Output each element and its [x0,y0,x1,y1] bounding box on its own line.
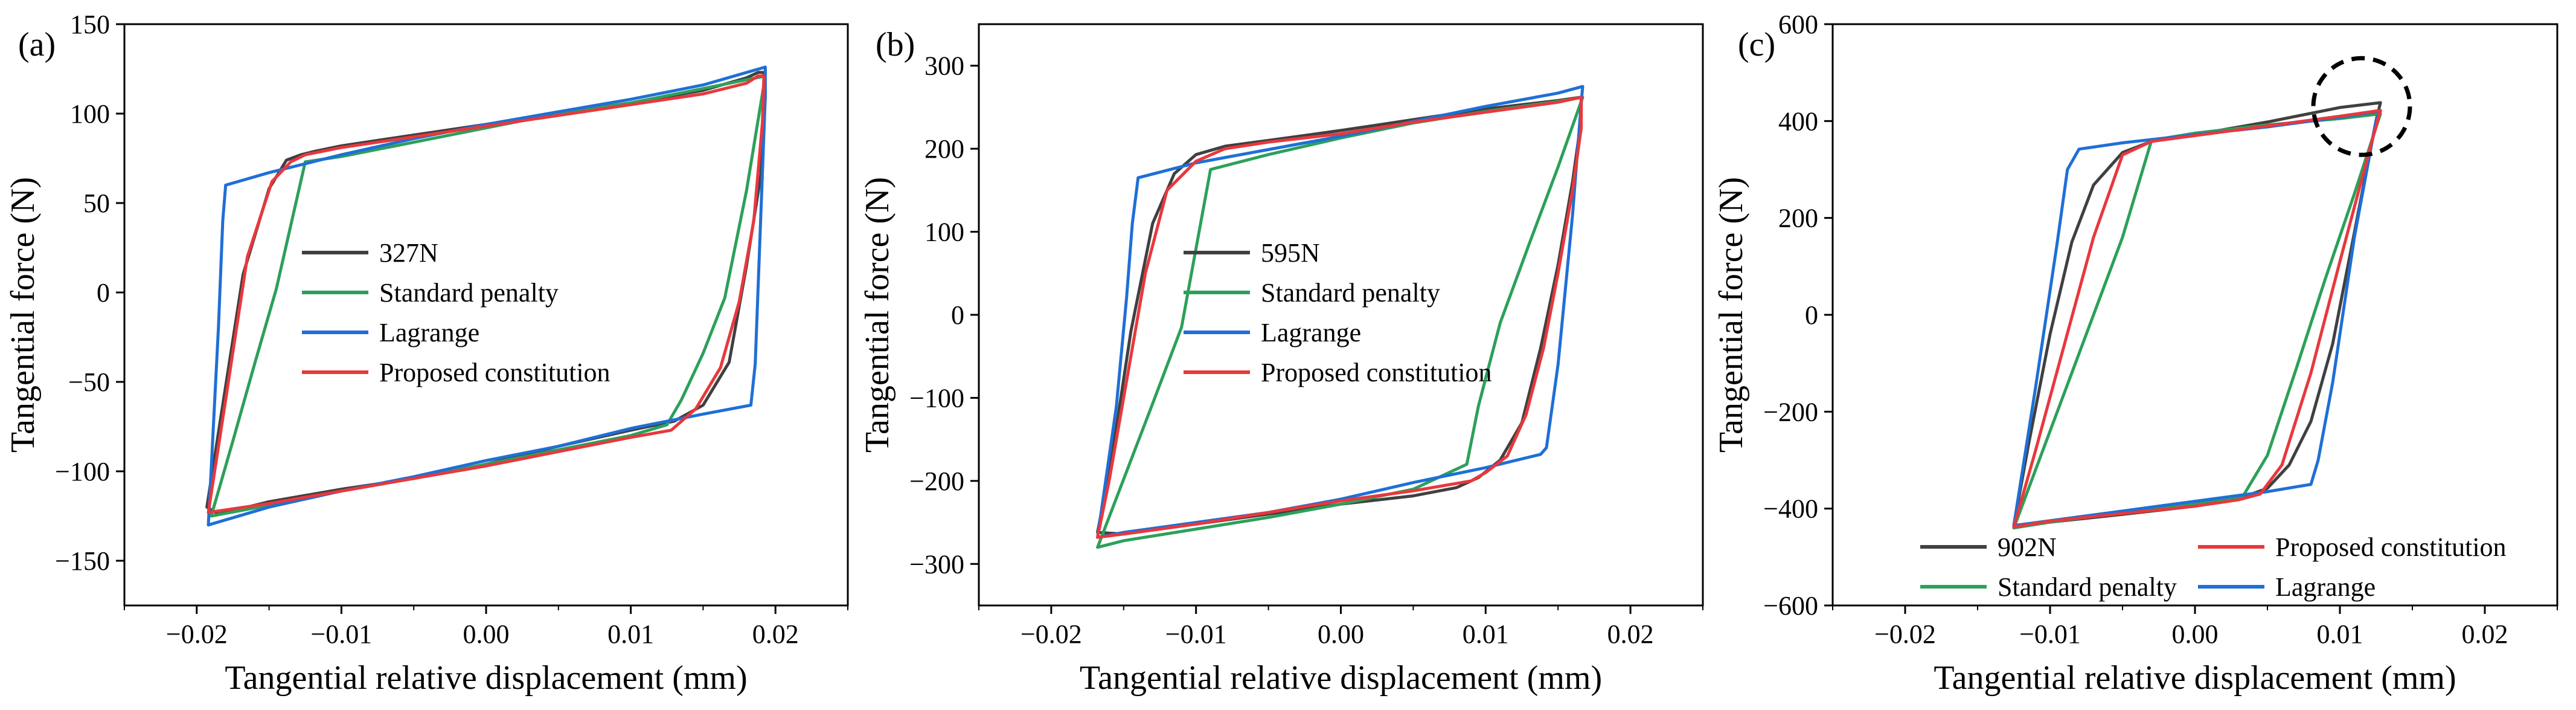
annotation-circle [2311,56,2412,157]
legend-label-standard_penalty: Standard penalty [1998,572,2177,602]
x-tick-label: 0.00 [1318,619,1364,649]
legend-label-measured: 595N [1261,238,1320,268]
y-tick-label: 0 [97,278,110,308]
legend: 902N Standard penalty Lagrange Proposed con… [1920,532,2507,602]
y-axis-label: Tangential force (N) [4,177,42,453]
x-tick-label: 0.02 [2462,619,2508,649]
y-tick-label: 100 [924,218,964,247]
series-line-proposed [2012,109,2382,529]
y-tick-label: −100 [909,383,964,413]
panel-tag: (b) [876,26,915,63]
series-line-proposed [1096,95,1583,539]
y-tick-label: 0 [951,300,964,330]
chart-panel-c: (c) −0.02 −0.01 0.00 0.01 0.02 −600 −400 −200 0 20… [1713,10,2558,697]
y-tick-label: −200 [909,466,964,496]
x-axis-label: Tangential relative displacement (mm) [1080,659,1602,697]
legend-label-standard_penalty: Standard penalty [379,278,559,308]
x-tick-label: 0.01 [2317,619,2363,649]
y-tick-label: 200 [1778,204,1818,233]
x-tick-label: −0.02 [166,619,228,649]
legend-label-proposed: Proposed constitution [1261,358,1492,387]
x-tick-label: 0.00 [463,619,510,649]
y-tick-label: 300 [924,51,964,81]
panel-tag: (a) [18,26,56,63]
plot-frame [1831,23,2558,607]
y-tick-label: 400 [1778,106,1818,136]
legend-label-lagrange: Lagrange [2275,572,2376,602]
y-tick-label: 0 [1805,300,1818,330]
y-tick-label: −200 [1763,397,1818,427]
y-axis-label: Tangential force (N) [1713,177,1750,453]
x-tick-label: −0.01 [2019,619,2081,649]
series-line-lagrange [1096,85,1584,539]
x-tick-label: 0.02 [1607,619,1654,649]
series-line-lagrange [207,65,767,527]
y-tick-label: 200 [924,134,964,164]
legend-label-standard_penalty: Standard penalty [1261,278,1440,308]
x-tick-label: 0.02 [752,619,799,649]
legend-label-lagrange: Lagrange [379,318,479,347]
y-tick-label: 100 [70,99,110,129]
legend-label-proposed: Proposed constitution [379,358,610,387]
y-tick-label: 600 [1778,10,1818,39]
legend-label-measured: 327N [379,238,438,268]
series-line-proposed [207,74,766,514]
plot-frame [978,23,1704,607]
chart-panel-a: (a) −0.02 −0.01 0.00 0.01 0.02 −150 −100 −50 0 50 1… [4,10,849,697]
legend-label-proposed: Proposed constitution [2275,532,2507,562]
legend: 595N Standard penalty Lagrange Proposed con… [1184,238,1492,387]
y-tick-label: −150 [55,546,110,576]
y-tick-label: 50 [83,189,110,218]
x-tick-label: −0.01 [1165,619,1227,649]
x-axis-label: Tangential relative displacement (mm) [225,659,747,697]
legend-label-lagrange: Lagrange [1261,318,1361,347]
y-tick-label: −300 [909,549,964,579]
y-tick-label: 150 [70,10,110,39]
x-axis-label: Tangential relative displacement (mm) [1934,659,2456,697]
legend: 327N Standard penalty Lagrange Proposed con… [302,238,610,387]
series-line-measured [1096,95,1583,536]
chart-panel-b: (b) −0.02 −0.01 0.00 0.01 0.02 −300 −200 −100 0 10… [859,23,1704,697]
x-tick-label: −0.01 [310,619,372,649]
y-axis-label: Tangential force (N) [859,177,896,453]
x-tick-label: 0.01 [607,619,654,649]
y-tick-label: −100 [55,457,110,486]
y-tick-label: −50 [68,367,110,397]
series-line-standard_penalty [1096,95,1584,549]
y-tick-label: −600 [1763,591,1818,621]
x-tick-label: 0.01 [1463,619,1509,649]
x-tick-label: −0.02 [1020,619,1082,649]
panel-tag: (c) [1738,26,1775,63]
x-tick-label: 0.00 [2172,619,2219,649]
legend-label-measured: 902N [1998,532,2057,562]
x-tick-label: −0.02 [1874,619,1936,649]
y-tick-label: −400 [1763,494,1818,524]
